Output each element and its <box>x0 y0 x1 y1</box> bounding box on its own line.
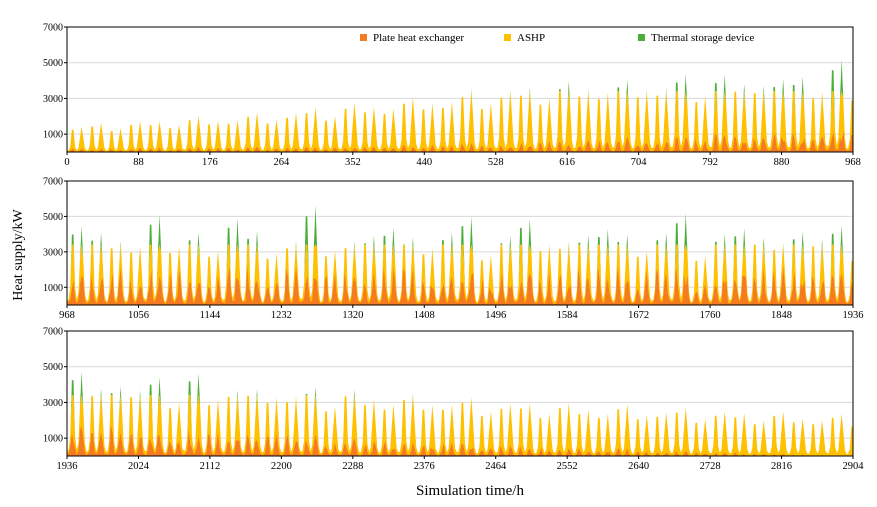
y-tick-label-7000: 7000 <box>43 23 63 34</box>
x-tick-label-2376: 2376 <box>414 461 435 472</box>
x-tick-label-704: 704 <box>631 157 648 168</box>
x-tick-label-2728: 2728 <box>700 461 721 472</box>
x-tick-label-1320: 1320 <box>342 310 363 321</box>
x-tick-label-1672: 1672 <box>628 310 649 321</box>
x-tick-label-1056: 1056 <box>128 310 149 321</box>
x-tick-label-2552: 2552 <box>557 461 578 472</box>
x-tick-label-0: 0 <box>64 157 69 168</box>
x-tick-label-1760: 1760 <box>700 310 721 321</box>
x-tick-label-792: 792 <box>702 157 718 168</box>
plot-frame <box>66 330 854 457</box>
series-area-plate-heat-exchanger <box>67 131 853 152</box>
y-tick-label-1000: 1000 <box>43 434 63 445</box>
x-tick-label-1584: 1584 <box>557 310 579 321</box>
x-tick-label-2112: 2112 <box>200 461 221 472</box>
x-axis-label: Simulation time/h <box>416 483 524 499</box>
x-tick-label-968: 968 <box>845 157 861 168</box>
x-tick-label-176: 176 <box>202 157 218 168</box>
x-tick-label-1232: 1232 <box>271 310 292 321</box>
x-tick-label-1496: 1496 <box>485 310 506 321</box>
x-tick-label-1936: 1936 <box>843 310 864 321</box>
x-tick-label-264: 264 <box>273 157 290 168</box>
series-area-plate-heat-exchanger <box>67 266 853 305</box>
plot-frame <box>66 26 854 153</box>
x-tick-label-2640: 2640 <box>628 461 649 472</box>
x-tick-label-2200: 2200 <box>271 461 292 472</box>
x-tick-label-2288: 2288 <box>342 461 363 472</box>
x-tick-label-88: 88 <box>133 157 144 168</box>
x-tick-label-880: 880 <box>774 157 790 168</box>
chart-panel-1: 1000 3000 5000 7000 0 88 176 264 352 440 528 616 704… <box>43 23 861 169</box>
chart-panel-3: 1000 3000 5000 7000 1936 2024 2112 2200 2288 2376… <box>43 327 864 473</box>
plot-frame <box>66 180 854 306</box>
x-tick-label-2464: 2464 <box>485 461 507 472</box>
series-area-ashp <box>67 395 853 456</box>
legend-swatch-plate-heat-exchanger <box>360 34 367 41</box>
y-tick-label-5000: 5000 <box>43 58 63 69</box>
y-tick-label-1000: 1000 <box>43 283 63 294</box>
chart-panel-2: 1000 3000 5000 7000 968 1056 1144 1232 1320 1408 1… <box>43 177 864 322</box>
x-tick-label-1936: 1936 <box>57 461 78 472</box>
legend-label-plate-heat-exchanger: Plate heat exchanger <box>373 32 464 44</box>
x-tick-label-528: 528 <box>488 157 504 168</box>
x-tick-label-2024: 2024 <box>128 461 150 472</box>
legend: Plate heat exchanger ASHP Thermal storag… <box>360 32 754 44</box>
x-tick-label-2816: 2816 <box>771 461 792 472</box>
x-tick-label-1408: 1408 <box>414 310 435 321</box>
legend-swatch-ashp <box>504 34 511 41</box>
x-tick-label-616: 616 <box>559 157 575 168</box>
legend-swatch-thermal-storage-device <box>638 34 645 41</box>
y-tick-label-3000: 3000 <box>43 247 63 258</box>
y-axis-label: Heat supply/kW <box>11 209 26 301</box>
legend-label-thermal-storage-device: Thermal storage device <box>651 32 754 44</box>
x-tick-label-1848: 1848 <box>771 310 792 321</box>
x-tick-label-440: 440 <box>416 157 432 168</box>
series-area-ashp <box>67 91 853 152</box>
y-tick-label-7000: 7000 <box>43 327 63 338</box>
y-tick-label-3000: 3000 <box>43 398 63 409</box>
x-tick-label-968: 968 <box>59 310 75 321</box>
x-tick-label-352: 352 <box>345 157 361 168</box>
y-tick-label-7000: 7000 <box>43 177 63 188</box>
x-tick-label-1144: 1144 <box>200 310 221 321</box>
y-tick-label-3000: 3000 <box>43 94 63 105</box>
x-tick-label-2904: 2904 <box>843 461 865 472</box>
legend-label-ashp: ASHP <box>517 32 545 44</box>
y-tick-label-1000: 1000 <box>43 130 63 141</box>
y-tick-label-5000: 5000 <box>43 362 63 373</box>
y-tick-label-5000: 5000 <box>43 212 63 223</box>
